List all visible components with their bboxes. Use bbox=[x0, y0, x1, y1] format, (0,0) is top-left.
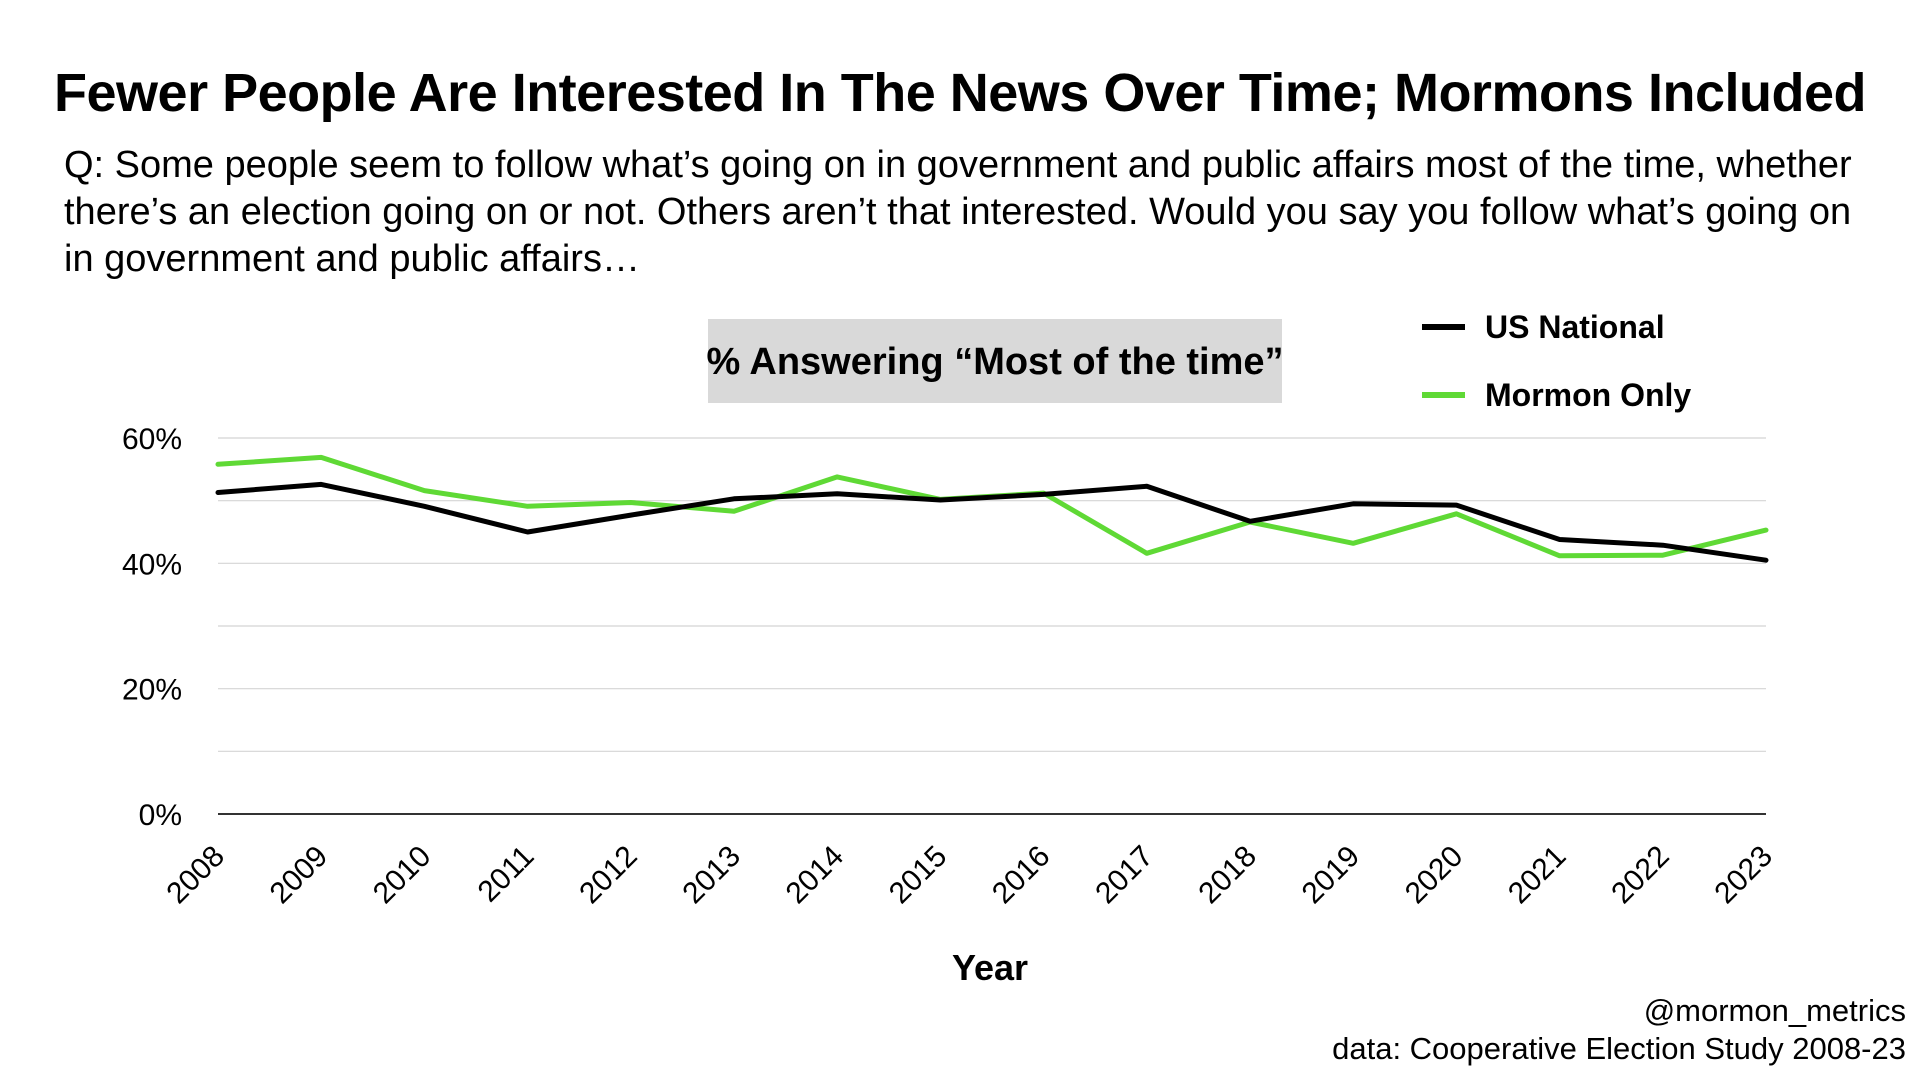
y-tick-label: 20% bbox=[122, 674, 182, 707]
y-tick-label: 0% bbox=[139, 799, 182, 832]
x-tick-label: 2011 bbox=[472, 840, 541, 909]
x-tick-label: 2009 bbox=[264, 840, 335, 911]
x-tick-label: 2020 bbox=[1399, 840, 1470, 911]
x-tick-label: 2017 bbox=[1089, 840, 1160, 911]
chart-subtitle: Q: Some people seem to follow what’s goi… bbox=[64, 144, 1852, 280]
series-line-mormon-only bbox=[215, 454, 1769, 559]
x-tick-label: 2015 bbox=[883, 840, 954, 911]
y-axis-ticks: 0% 20% 40% 60% bbox=[122, 423, 182, 832]
legend-label-us-national: US National bbox=[1485, 309, 1665, 345]
legend: US National Mormon Only bbox=[1422, 309, 1691, 413]
y-tick-label: 40% bbox=[122, 548, 182, 581]
x-tick-label: 2019 bbox=[1296, 840, 1367, 911]
x-tick-label: 2010 bbox=[367, 840, 438, 911]
credit-block: @mormon_metrics data: Cooperative Electi… bbox=[1332, 992, 1906, 1068]
series-line-us-national bbox=[215, 481, 1769, 563]
x-tick-label: 2022 bbox=[1605, 840, 1676, 911]
x-tick-label: 2018 bbox=[1192, 840, 1263, 911]
x-tick-label: 2008 bbox=[160, 840, 231, 911]
gridlines bbox=[218, 437, 1766, 815]
legend-label-mormon-only: Mormon Only bbox=[1485, 377, 1691, 413]
x-tick-label: 2021 bbox=[1502, 840, 1573, 911]
x-tick-label: 2013 bbox=[676, 840, 747, 911]
chart-title: Fewer People Are Interested In The News … bbox=[54, 63, 1866, 123]
y-tick-label: 60% bbox=[122, 423, 182, 456]
x-tick-label: 2023 bbox=[1708, 840, 1779, 911]
x-axis-ticks: 2008 2009 2010 2011 2012 2013 2014 2015 2016 2017… bbox=[160, 840, 1779, 911]
x-tick-label: 2016 bbox=[986, 840, 1057, 911]
credit-source: data: Cooperative Election Study 2008-23 bbox=[1332, 1031, 1906, 1066]
x-tick-label: 2012 bbox=[573, 840, 644, 911]
x-axis-title: Year bbox=[952, 947, 1028, 988]
series-lines bbox=[215, 454, 1769, 563]
x-tick-label: 2014 bbox=[780, 840, 851, 911]
annotation-label: % Answering “Most of the time” bbox=[706, 341, 1283, 383]
annotation-box bbox=[708, 319, 1282, 403]
credit-handle: @mormon_metrics bbox=[1643, 993, 1906, 1028]
